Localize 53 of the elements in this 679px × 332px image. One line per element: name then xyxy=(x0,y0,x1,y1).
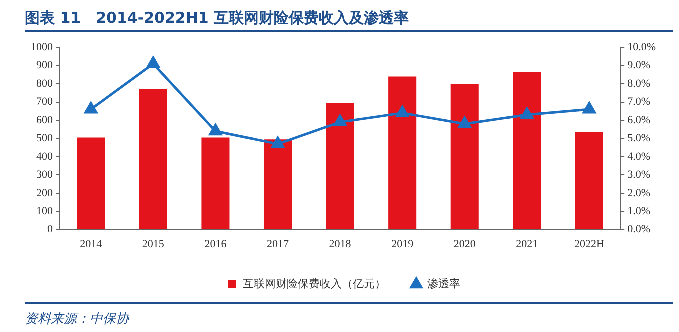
y-tick-label: 700 xyxy=(36,96,54,108)
point xyxy=(146,56,160,68)
point xyxy=(334,115,347,127)
text: 资料来源：中保协 xyxy=(25,302,673,328)
bar xyxy=(139,90,168,230)
y-tick-label: 900 xyxy=(36,60,54,72)
x-tick-label: 2019 xyxy=(392,238,414,250)
y2-tick-label: 9.0% xyxy=(628,60,651,72)
y2-tick-label: 8.0% xyxy=(628,78,651,90)
x-tick-label: 2017 xyxy=(267,238,290,250)
y-tick-label: 300 xyxy=(36,169,54,182)
legend-label: 互联网财险保费收入（亿元） xyxy=(243,277,386,290)
x-tick-label: 2018 xyxy=(329,238,352,250)
y2-tick-label: 0.0% xyxy=(628,224,651,236)
y-tick-label: 500 xyxy=(36,132,54,145)
y2-tick-label: 6.0% xyxy=(628,114,651,126)
bar xyxy=(388,76,417,230)
point xyxy=(209,124,222,136)
x-tick-label: 2021 xyxy=(516,238,538,250)
y-tick-label: 800 xyxy=(36,78,54,90)
bar xyxy=(326,103,354,230)
chart-title: 图表 11 2014-2022H1 互联网财险保费收入及渗透率 xyxy=(25,6,673,32)
x-tick-label: 2016 xyxy=(204,238,228,250)
point xyxy=(520,108,534,120)
bar xyxy=(77,138,106,230)
y-tick-label: 600 xyxy=(36,114,54,126)
y-tick-label: 1000 xyxy=(31,41,54,54)
x-tick-label: 2014 xyxy=(80,238,103,250)
y-tick-label: 200 xyxy=(36,187,54,200)
bar xyxy=(513,72,542,230)
x-tick-label: 2015 xyxy=(142,238,165,250)
bar xyxy=(264,140,292,230)
y2-tick-label: 5.0% xyxy=(628,132,651,145)
y-tick-label: 0 xyxy=(48,224,54,236)
y2-tick-label: 3.0% xyxy=(628,169,651,182)
y-tick-label: 100 xyxy=(36,205,54,218)
y2-tick-label: 4.0% xyxy=(628,150,651,163)
y2-tick-label: 7.0% xyxy=(628,96,651,108)
y2-tick-label: 10.0% xyxy=(628,41,656,54)
legend-label: 渗透率 xyxy=(428,277,460,290)
y2-tick-label: 2.0% xyxy=(628,187,651,200)
x-tick-label: 2022H xyxy=(574,238,604,250)
point xyxy=(458,116,472,128)
bar xyxy=(202,138,230,230)
point xyxy=(582,102,596,114)
y-tick-label: 400 xyxy=(36,150,54,163)
point xyxy=(396,106,410,118)
y2-tick-label: 1.0% xyxy=(628,205,651,218)
point xyxy=(84,102,98,114)
bar xyxy=(450,84,479,230)
point xyxy=(272,136,284,148)
x-tick-label: 2020 xyxy=(454,238,476,250)
bar xyxy=(575,132,604,230)
